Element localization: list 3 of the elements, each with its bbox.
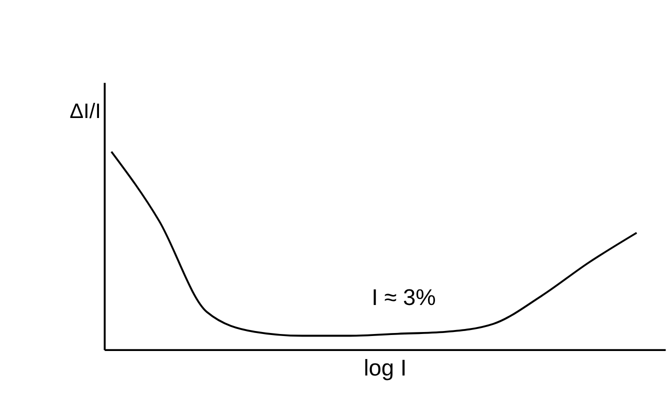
y-axis-title: ΔI/I bbox=[70, 100, 101, 123]
annotation: I ≈ 3% bbox=[372, 284, 436, 310]
x-axis-title: log I bbox=[364, 354, 407, 381]
